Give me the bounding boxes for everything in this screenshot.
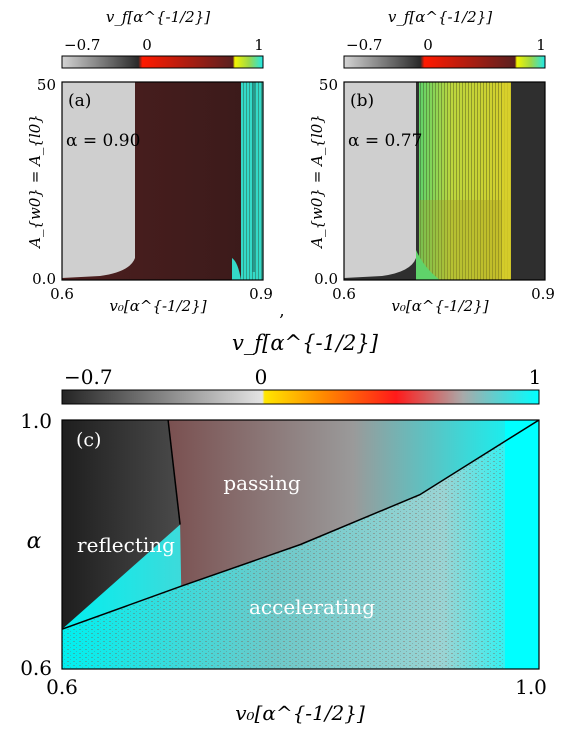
panel-a-xtick-min: 0.6 bbox=[50, 285, 74, 303]
region-label-reflecting: reflecting bbox=[77, 533, 175, 557]
panel-a-label: (a) bbox=[68, 91, 91, 111]
colorbar-c-tick-zero: 0 bbox=[255, 365, 268, 389]
colorbar-b-tick-min: −0.7 bbox=[346, 36, 382, 54]
region-label-accelerating: accelerating bbox=[249, 595, 375, 619]
region-label-passing: passing bbox=[223, 471, 301, 495]
panel-b-ylabel: A_{w0} = A_{l0} bbox=[308, 114, 326, 250]
panel-c-label: (c) bbox=[76, 429, 101, 451]
panel-a-ytick-min: 0.0 bbox=[32, 270, 56, 288]
panel-b-xtick-min: 0.6 bbox=[332, 285, 356, 303]
colorbar-a-tick-max: 1 bbox=[254, 36, 264, 54]
region-a-reflecting bbox=[62, 82, 135, 278]
colorbar-c-tick-min: −0.7 bbox=[64, 365, 113, 389]
colorbar-a-label: v_f[α^{-1/2}] bbox=[106, 8, 210, 26]
panel-a: v_f[α^{-1/2}] −0.7 0 1 (a) α = 0.90 50 0… bbox=[26, 8, 273, 315]
panel-b-ytick-max: 50 bbox=[319, 76, 338, 94]
boundary-passing-accelerating bbox=[62, 420, 539, 630]
region-c-reflecting bbox=[62, 420, 181, 630]
panel-a-annotation: α = 0.90 bbox=[66, 131, 140, 151]
panel-c-ytick-min: 0.6 bbox=[20, 656, 52, 680]
region-c-passing bbox=[168, 420, 539, 587]
panel-a-xlabel: v₀[α^{-1/2}] bbox=[109, 297, 206, 315]
panel-b-xlabel: v₀[α^{-1/2}] bbox=[391, 297, 488, 315]
panel-c-xlabel: v₀[α^{-1/2}] bbox=[235, 701, 365, 725]
panel-b-ytick-min: 0.0 bbox=[314, 270, 338, 288]
colorbar-b-tick-max: 1 bbox=[536, 36, 546, 54]
panel-b-xtick-max: 0.9 bbox=[531, 285, 555, 303]
heatmap-c bbox=[62, 420, 539, 669]
panel-a-ytick-max: 50 bbox=[37, 76, 56, 94]
heatmap-b bbox=[344, 82, 545, 280]
colorbar-b bbox=[343, 55, 546, 69]
panel-a-ylabel: A_{w0} = A_{l0} bbox=[26, 114, 44, 250]
panel-b-label: (b) bbox=[350, 91, 374, 111]
panel-c-xtick-min: 0.6 bbox=[46, 675, 78, 699]
colorbar-a-tick-zero: 0 bbox=[142, 36, 152, 54]
panel-b: v_f[α^{-1/2}] −0.7 0 1 (b) α = 0.77 50 0… bbox=[308, 8, 555, 315]
separator-comma: , bbox=[279, 301, 284, 321]
panel-b-annotation: α = 0.77 bbox=[348, 131, 422, 151]
colorbar-a bbox=[61, 55, 264, 69]
colorbar-c bbox=[61, 389, 540, 405]
panel-a-xtick-max: 0.9 bbox=[249, 285, 273, 303]
panel-c-ytick-max: 1.0 bbox=[20, 409, 52, 433]
panel-c-xtick-max: 1.0 bbox=[515, 675, 547, 699]
colorbar-c-tick-max: 1 bbox=[529, 365, 542, 389]
region-b-reflecting bbox=[344, 82, 416, 278]
boundary-reflecting-passing bbox=[167, 420, 181, 525]
panel-c: v_f[α^{-1/2}] −0.7 0 1 (c) reflecting pa… bbox=[20, 331, 547, 725]
colorbar-c-label: v_f[α^{-1/2}] bbox=[232, 331, 379, 355]
colorbar-b-tick-zero: 0 bbox=[423, 36, 433, 54]
heatmap-a bbox=[62, 82, 263, 280]
panel-c-ylabel: α bbox=[27, 529, 42, 554]
colorbar-a-tick-min: −0.7 bbox=[64, 36, 100, 54]
colorbar-b-label: v_f[α^{-1/2}] bbox=[388, 8, 492, 26]
